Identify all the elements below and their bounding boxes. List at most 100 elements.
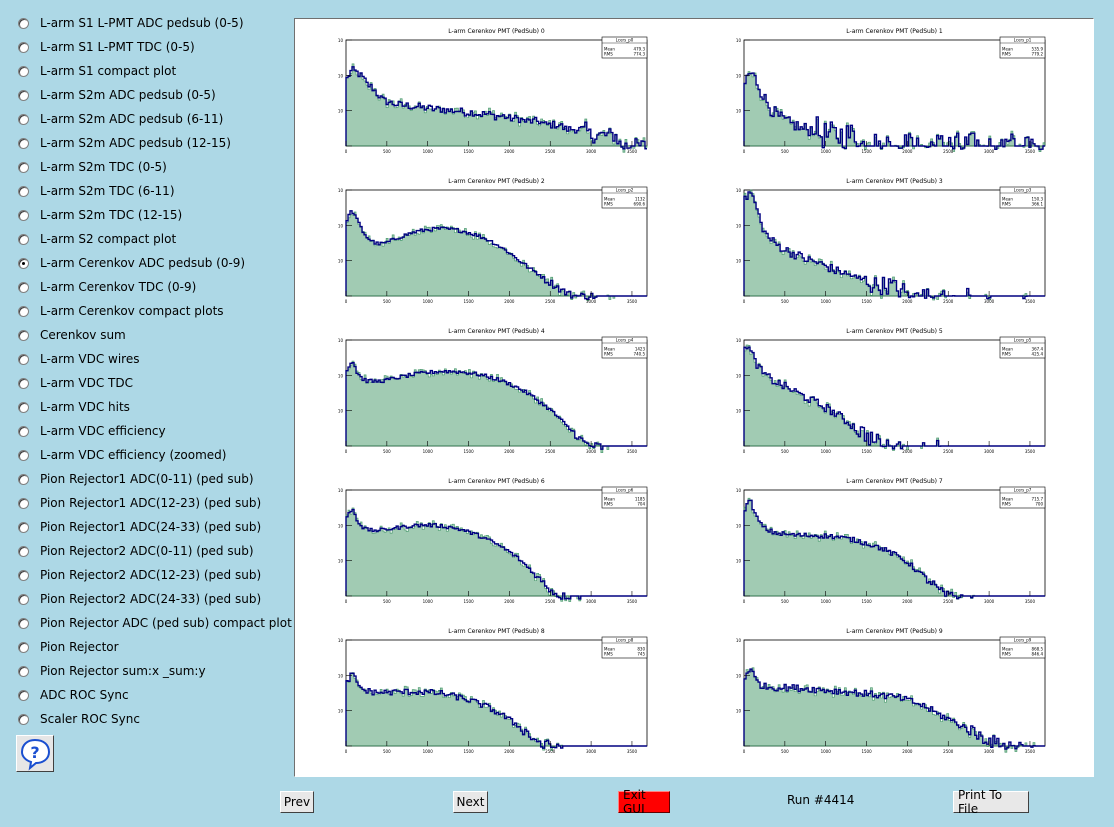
stats-label: Mean: [1002, 647, 1013, 652]
radio-option[interactable]: Pion Rejector: [14, 635, 292, 659]
radio-button[interactable]: [18, 137, 29, 149]
radio-option[interactable]: Pion Rejector ADC (ped sub) compact plot: [14, 611, 292, 635]
radio-option[interactable]: L-arm S2m ADC pedsub (6-11): [14, 107, 292, 131]
radio-option[interactable]: L-arm VDC efficiency: [14, 419, 292, 443]
radio-button[interactable]: [18, 521, 29, 533]
plot-canvas[interactable]: L-arm Cerenkov PMT (PedSub) 0 10 10 10 0 500 1…: [294, 18, 1094, 777]
radio-option[interactable]: Pion Rejector2 ADC(0-11) (ped sub): [14, 539, 292, 563]
histogram-pad: L-arm Cerenkov PMT (PedSub) 1 10 10 10 0 500 1…: [736, 28, 1046, 154]
x-tick-label: 0: [345, 149, 348, 154]
radio-option[interactable]: L-arm VDC wires: [14, 347, 292, 371]
radio-button[interactable]: [18, 89, 29, 101]
radio-option[interactable]: L-arm S1 L-PMT TDC (0-5): [14, 35, 292, 59]
radio-option[interactable]: Pion Rejector1 ADC(12-23) (ped sub): [14, 491, 292, 515]
radio-label: Pion Rejector ADC (ped sub) compact plot: [40, 616, 292, 630]
radio-button[interactable]: [18, 209, 29, 221]
x-tick-label: 0: [345, 749, 348, 754]
radio-label: L-arm VDC TDC: [40, 376, 133, 390]
x-tick-label: 2000: [504, 449, 515, 454]
print-to-file-button[interactable]: Print To File: [953, 788, 1029, 816]
radio-option[interactable]: Pion Rejector2 ADC(24-33) (ped sub): [14, 587, 292, 611]
radio-button[interactable]: [18, 449, 29, 461]
histogram-pad: L-arm Cerenkov PMT (PedSub) 6 10 10 10 0 500 1…: [338, 478, 648, 604]
help-button[interactable]: ?: [16, 735, 54, 772]
stats-name: Lcers_p8: [616, 638, 634, 643]
radio-option[interactable]: L-arm S1 compact plot: [14, 59, 292, 83]
histogram-title: L-arm Cerenkov PMT (PedSub) 9: [846, 628, 943, 635]
radio-button[interactable]: [18, 497, 29, 509]
radio-option[interactable]: ADC ROC Sync: [14, 683, 292, 707]
next-button[interactable]: Next: [453, 791, 488, 813]
x-tick-label: 1000: [423, 599, 434, 604]
radio-option[interactable]: L-arm Cerenkov compact plots: [14, 299, 292, 323]
radio-option[interactable]: Pion Rejector sum:x _sum:y: [14, 659, 292, 683]
radio-option[interactable]: L-arm VDC hits: [14, 395, 292, 419]
radio-button[interactable]: [18, 329, 29, 341]
y-tick-label: 10: [736, 109, 742, 114]
radio-button[interactable]: [18, 233, 29, 245]
histogram-title: L-arm Cerenkov PMT (PedSub) 6: [448, 478, 545, 485]
stats-label: Mean: [604, 647, 615, 652]
radio-option[interactable]: Scaler ROC Sync: [14, 707, 292, 731]
x-tick-label: 1000: [423, 149, 434, 154]
radio-button[interactable]: [18, 593, 29, 605]
radio-button[interactable]: [18, 305, 29, 317]
radio-button[interactable]: [18, 353, 29, 365]
radio-button[interactable]: [18, 401, 29, 413]
radio-label: Pion Rejector1 ADC(0-11) (ped sub): [40, 472, 254, 486]
radio-button[interactable]: [18, 569, 29, 581]
y-tick-label: 10: [736, 488, 742, 493]
radio-option[interactable]: L-arm S2m ADC pedsub (0-5): [14, 83, 292, 107]
radio-button[interactable]: [18, 713, 29, 725]
radio-button[interactable]: [18, 617, 29, 629]
radio-button[interactable]: [18, 257, 29, 269]
radio-button[interactable]: [18, 641, 29, 653]
radio-option[interactable]: L-arm Cerenkov TDC (0-9): [14, 275, 292, 299]
radio-label: ADC ROC Sync: [40, 688, 129, 702]
x-tick-label: 1500: [861, 149, 872, 154]
radio-button[interactable]: [18, 161, 29, 173]
radio-button[interactable]: [18, 281, 29, 293]
prev-button[interactable]: Prev: [280, 791, 314, 813]
radio-option[interactable]: L-arm S2 compact plot: [14, 227, 292, 251]
radio-option[interactable]: L-arm S1 L-PMT ADC pedsub (0-5): [14, 11, 292, 35]
x-tick-label: 1000: [423, 299, 434, 304]
radio-option[interactable]: L-arm S2m TDC (0-5): [14, 155, 292, 179]
radio-option[interactable]: L-arm S2m ADC pedsub (12-15): [14, 131, 292, 155]
exit-gui-button[interactable]: Exit GUI: [618, 788, 670, 816]
radio-option[interactable]: Pion Rejector1 ADC(0-11) (ped sub): [14, 467, 292, 491]
stats-box: [999, 186, 1046, 209]
y-tick-label: 10: [736, 709, 742, 714]
radio-button[interactable]: [18, 65, 29, 77]
x-tick-label: 1000: [821, 749, 832, 754]
radio-button[interactable]: [18, 425, 29, 437]
radio-button[interactable]: [18, 377, 29, 389]
y-tick-label: 10: [736, 73, 742, 78]
radio-option[interactable]: L-arm S2m TDC (6-11): [14, 179, 292, 203]
radio-button[interactable]: [18, 665, 29, 677]
x-tick-label: 2000: [902, 149, 913, 154]
radio-button[interactable]: [18, 545, 29, 557]
stats-box: [601, 636, 648, 659]
radio-button[interactable]: [18, 689, 29, 701]
radio-option[interactable]: Cerenkov sum: [14, 323, 292, 347]
radio-option[interactable]: Pion Rejector2 ADC(12-23) (ped sub): [14, 563, 292, 587]
radio-option[interactable]: L-arm VDC TDC: [14, 371, 292, 395]
radio-button[interactable]: [18, 41, 29, 53]
radio-button[interactable]: [18, 473, 29, 485]
radio-option[interactable]: Pion Rejector1 ADC(24-33) (ped sub): [14, 515, 292, 539]
radio-option[interactable]: L-arm S2m TDC (12-15): [14, 203, 292, 227]
radio-label: Cerenkov sum: [40, 328, 126, 342]
stats-box: [999, 486, 1046, 509]
radio-button[interactable]: [18, 17, 29, 29]
x-tick-label: 2000: [902, 449, 913, 454]
x-tick-label: 1500: [861, 749, 872, 754]
radio-option[interactable]: L-arm Cerenkov ADC pedsub (0-9): [14, 251, 292, 275]
radio-button[interactable]: [18, 113, 29, 125]
y-tick-label: 10: [736, 259, 742, 264]
radio-label: Scaler ROC Sync: [40, 712, 140, 726]
radio-option[interactable]: L-arm VDC efficiency (zoomed): [14, 443, 292, 467]
radio-button[interactable]: [18, 185, 29, 197]
x-tick-label: 1500: [463, 299, 474, 304]
radio-label: L-arm S2m TDC (6-11): [40, 184, 175, 198]
